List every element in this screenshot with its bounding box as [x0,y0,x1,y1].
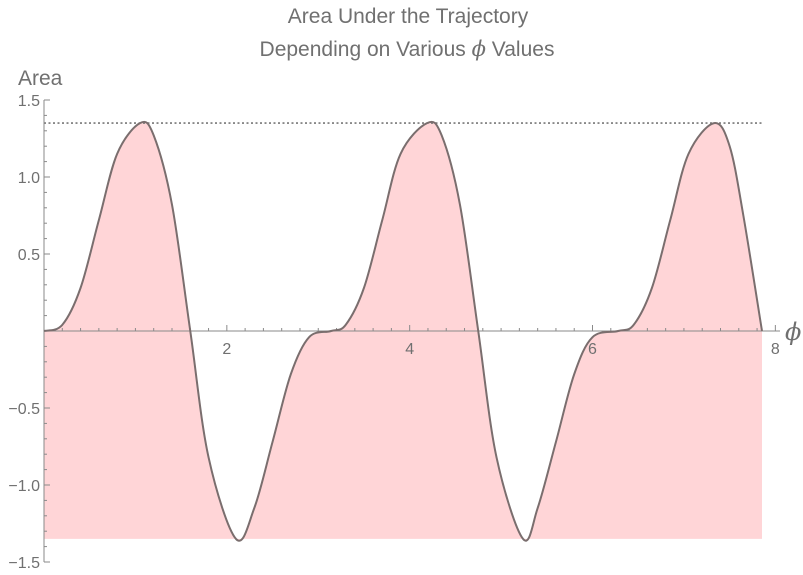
ticks-group: 2 4 6 8 1.5 1.0 0.5 −0.5 −1.0 −1.5 [8,93,779,572]
x-axis-label: ϕ [785,318,801,346]
y-tick-label: 0.5 [18,247,40,264]
title-prefix: Depending on Various [260,38,472,61]
title-suffix: Values [486,38,555,61]
y-axis-label: Area [18,67,63,90]
chart-title-line1: Area Under the Trajectory [288,5,529,28]
chart-title-line2: Depending on Various ϕ Values [260,37,555,61]
x-tick-label: 2 [222,341,231,358]
x-tick-label: 4 [405,341,414,358]
y-tick-label: −0.5 [8,401,40,418]
title-phi-symbol: ϕ [472,37,486,61]
y-tick-label: −1.0 [8,478,40,495]
y-tick-label: 1.5 [18,93,40,110]
x-tick-label: 8 [771,341,780,358]
y-tick-label: −1.5 [8,555,40,572]
x-tick-label: 6 [588,341,597,358]
area-curve [43,120,763,542]
y-tick-label: 1.0 [18,170,40,187]
